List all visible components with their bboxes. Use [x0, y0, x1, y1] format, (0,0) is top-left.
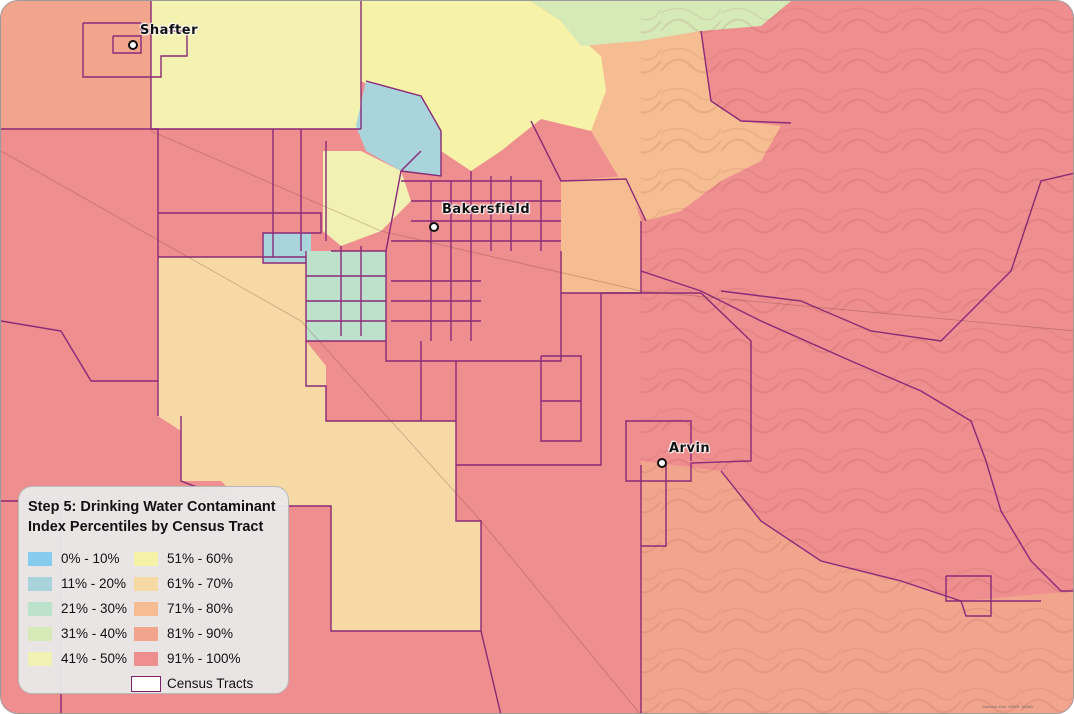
- legend-label: Census Tracts: [167, 676, 254, 691]
- legend-label: 71% - 80%: [167, 601, 234, 616]
- tract-41-50-center: [323, 151, 411, 246]
- shafter-marker[interactable]: [128, 40, 138, 50]
- terrain-overlay: [641, 1, 1073, 713]
- legend-item: 0% - 10%: [28, 546, 134, 571]
- legend-label: 91% - 100%: [167, 651, 241, 666]
- legend-item: 11% - 20%: [28, 571, 134, 596]
- arvin-label: Arvin: [669, 441, 711, 456]
- legend-item: 71% - 80%: [134, 596, 284, 621]
- map-attribution: Sources: Esri, USGS, NOAA: [982, 704, 1033, 709]
- legend-swatch: [134, 651, 158, 666]
- roads: [1, 130, 1073, 713]
- legend-item: 91% - 100%: [134, 646, 284, 671]
- legend-swatch: [134, 576, 158, 591]
- legend-label: 51% - 60%: [167, 551, 234, 566]
- tract-51-60-north-west: [151, 1, 361, 129]
- legend-item: 41% - 50%: [28, 646, 134, 671]
- legend-swatch: [28, 601, 52, 616]
- legend-swatch: [28, 626, 52, 641]
- legend-item: 21% - 30%: [28, 596, 134, 621]
- legend-label: 41% - 50%: [61, 651, 128, 666]
- legend-item: 61% - 70%: [134, 571, 284, 596]
- tract-51-60-north: [361, 1, 606, 171]
- legend-swatch: [131, 675, 161, 692]
- legend-item: 81% - 90%: [134, 621, 284, 646]
- legend-label: 61% - 70%: [167, 576, 234, 591]
- shafter-label: Shafter: [140, 23, 198, 38]
- legend-swatch: [134, 626, 158, 641]
- legend-swatch: [134, 601, 158, 616]
- legend-label: 81% - 90%: [167, 626, 234, 641]
- legend-label: 0% - 10%: [61, 551, 120, 566]
- tract-71-80-east: [561, 176, 641, 293]
- tract-81-90-north-west: [1, 1, 151, 129]
- tract-21-30-green: [306, 251, 386, 341]
- legend-swatch: [28, 551, 52, 566]
- bakersfield-marker[interactable]: [429, 222, 439, 232]
- legend-grid: 0% - 10% 51% - 60% 11% - 20% 61% - 70% 21% -…: [28, 546, 280, 696]
- arvin-marker[interactable]: [657, 458, 667, 468]
- legend-spacer: [28, 671, 134, 696]
- legend-label: 11% - 20%: [61, 576, 127, 591]
- tract-11-20-teal-small: [263, 233, 311, 263]
- legend-item: Census Tracts: [131, 671, 284, 696]
- tract-61-70-southwest: [158, 257, 481, 631]
- bakersfield-label: Bakersfield: [442, 202, 531, 217]
- legend-swatch: [28, 651, 52, 666]
- legend-label: 31% - 40%: [61, 626, 128, 641]
- map-legend: Step 5: Drinking Water Contaminant Index…: [18, 486, 289, 694]
- legend-item: 31% - 40%: [28, 621, 134, 646]
- legend-title: Step 5: Drinking Water Contaminant Index…: [28, 499, 276, 535]
- legend-swatch: [134, 551, 158, 566]
- legend-item: 51% - 60%: [134, 546, 284, 571]
- legend-label: 21% - 30%: [61, 601, 128, 616]
- legend-swatch: [28, 576, 52, 591]
